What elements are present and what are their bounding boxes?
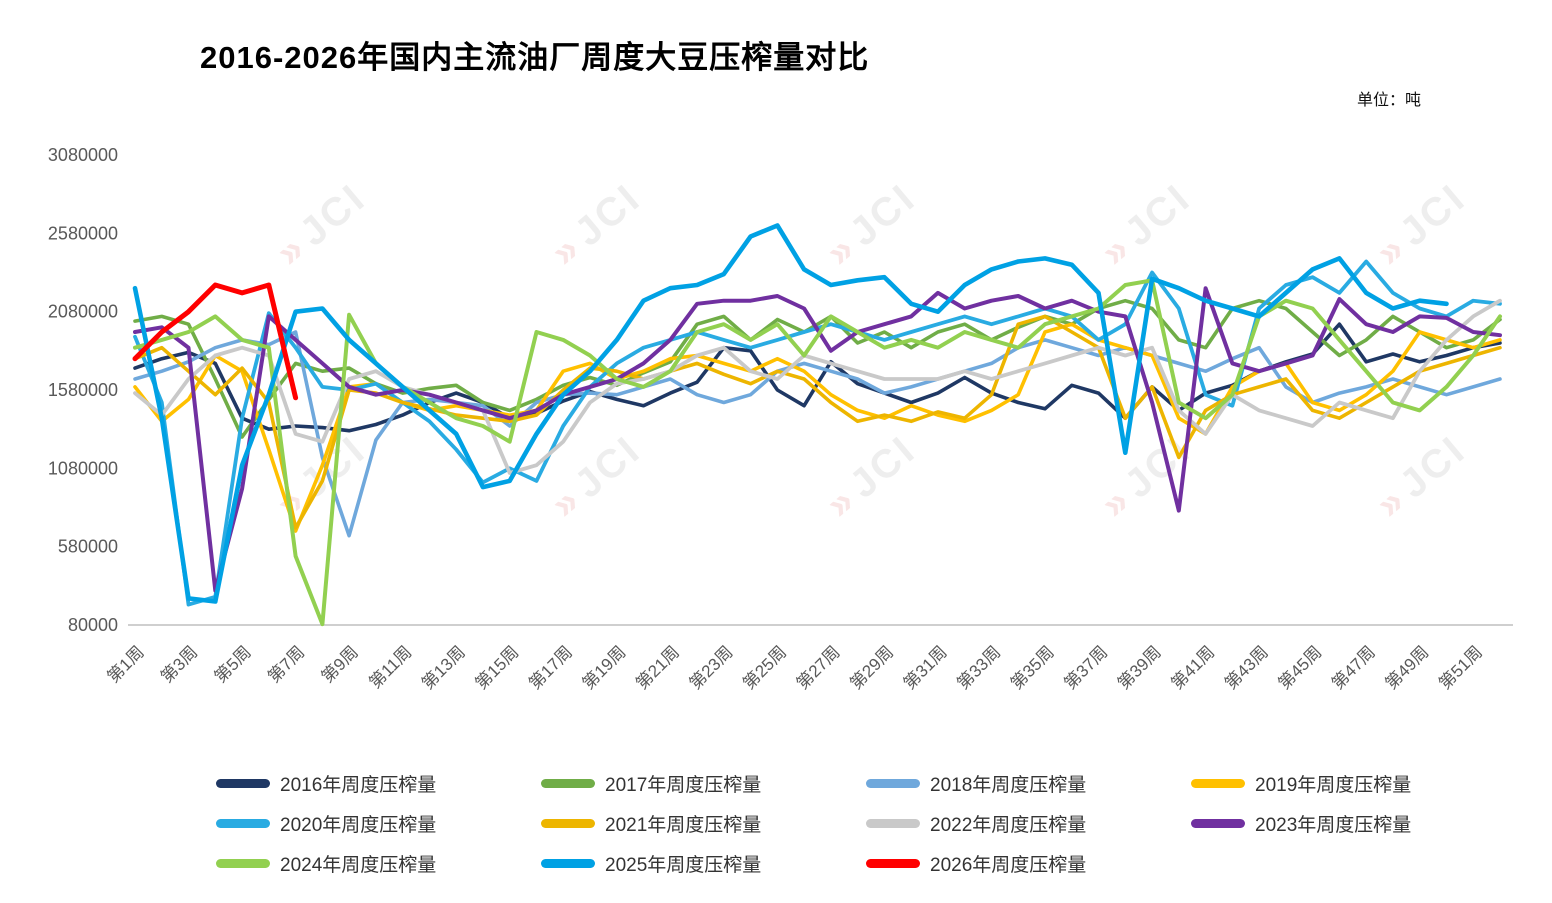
jci-watermark: »JCI bbox=[543, 175, 650, 275]
jci-watermark: »JCI bbox=[1368, 427, 1475, 527]
legend-item-2019年: 2019年周度压榨量 bbox=[1191, 770, 1516, 797]
legend-label: 2017年周度压榨量 bbox=[605, 775, 762, 796]
y-axis-tick-label: 1080000 bbox=[48, 458, 118, 478]
x-axis-tick-label: 第25周 bbox=[739, 642, 790, 693]
legend-swatch bbox=[216, 819, 270, 828]
series-line-2023年 bbox=[133, 286, 1502, 593]
x-axis-tick-label: 第13周 bbox=[418, 642, 469, 693]
x-axis-tick-label: 第1周 bbox=[104, 642, 148, 686]
legend-item-2020年: 2020年周度压榨量 bbox=[216, 810, 541, 837]
x-axis-tick-label: 第39周 bbox=[1114, 642, 1165, 693]
legend-swatch bbox=[541, 779, 595, 788]
x-axis-tick-label: 第15周 bbox=[472, 642, 523, 693]
jci-watermark: »JCI bbox=[543, 427, 650, 527]
svg-text:»JCI: »JCI bbox=[268, 175, 375, 275]
jci-watermark: »JCI bbox=[1368, 175, 1475, 275]
svg-text:»JCI: »JCI bbox=[1368, 175, 1475, 275]
legend-swatch bbox=[1191, 779, 1245, 788]
legend-label: 2022年周度压榨量 bbox=[930, 815, 1087, 836]
x-axis-tick-label: 第31周 bbox=[900, 642, 951, 693]
legend-label: 2026年周度压榨量 bbox=[930, 855, 1087, 876]
series-line-2026年 bbox=[132, 282, 299, 401]
legend-label: 2023年周度压榨量 bbox=[1255, 815, 1412, 836]
y-axis-tick-label: 2080000 bbox=[48, 302, 118, 322]
svg-text:»JCI: »JCI bbox=[818, 427, 925, 527]
x-axis-tick-label: 第9周 bbox=[318, 642, 362, 686]
legend-item-2021年: 2021年周度压榨量 bbox=[541, 810, 866, 837]
jci-watermark: »JCI bbox=[818, 175, 925, 275]
legend-item-2018年: 2018年周度压榨量 bbox=[866, 770, 1191, 797]
x-axis-tick-label: 第33周 bbox=[953, 642, 1004, 693]
legend-label: 2021年周度压榨量 bbox=[605, 815, 762, 836]
x-axis-tick-label: 第17周 bbox=[525, 642, 576, 693]
legend-item-2024年: 2024年周度压榨量 bbox=[216, 850, 541, 877]
legend-swatch bbox=[1191, 819, 1245, 828]
legend-swatch bbox=[866, 819, 920, 828]
x-axis-tick-label: 第11周 bbox=[366, 642, 416, 692]
x-axis-tick-label: 第35周 bbox=[1007, 642, 1058, 693]
x-axis-tick-label: 第51周 bbox=[1435, 642, 1486, 693]
legend-item-2022年: 2022年周度压榨量 bbox=[866, 810, 1191, 837]
x-axis-tick-label: 第23周 bbox=[686, 642, 737, 693]
jci-watermark: »JCI bbox=[818, 427, 925, 527]
x-axis-tick-label: 第29周 bbox=[846, 642, 897, 693]
legend-item-2026年: 2026年周度压榨量 bbox=[866, 850, 1191, 877]
legend-label: 2018年周度压榨量 bbox=[930, 775, 1087, 796]
legend-item-2023年: 2023年周度压榨量 bbox=[1191, 810, 1516, 837]
legend-label: 2016年周度压榨量 bbox=[280, 775, 437, 796]
x-axis-tick-label: 第5周 bbox=[211, 642, 255, 686]
legend-swatch bbox=[216, 779, 270, 788]
x-axis-tick-label: 第47周 bbox=[1328, 642, 1379, 693]
svg-text:»JCI: »JCI bbox=[1093, 175, 1200, 275]
line-chart-canvas: »JCI »JCI »JCI »JCI »JCI»JCI »JCI »JCI »JCI »JCI… bbox=[48, 145, 1513, 693]
legend-swatch bbox=[216, 859, 270, 868]
unit-label: 单位：吨 bbox=[1357, 92, 1422, 109]
legend-swatch bbox=[541, 859, 595, 868]
legend-label: 2020年周度压榨量 bbox=[280, 815, 437, 836]
legend-label: 2024年周度压榨量 bbox=[280, 855, 437, 876]
series-line-2022年 bbox=[133, 298, 1502, 475]
legend-item-2017年: 2017年周度压榨量 bbox=[541, 770, 866, 797]
series-line-2025年 bbox=[132, 223, 1449, 604]
x-axis-tick-label: 第41周 bbox=[1168, 642, 1219, 693]
x-axis-tick-label: 第43周 bbox=[1221, 642, 1272, 693]
legend-swatch bbox=[866, 779, 920, 788]
series-line-2024年 bbox=[133, 278, 1502, 627]
y-axis-tick-label: 2580000 bbox=[48, 223, 118, 243]
x-axis-tick-label: 第19周 bbox=[579, 642, 630, 693]
svg-text:»JCI: »JCI bbox=[818, 175, 925, 275]
legend-label: 2019年周度压榨量 bbox=[1255, 775, 1412, 796]
chart-title: 2016-2026年国内主流油厂周度大豆压榨量对比 bbox=[200, 40, 870, 75]
legend-item-2025年: 2025年周度压榨量 bbox=[541, 850, 866, 877]
x-axis-tick-label: 第49周 bbox=[1382, 642, 1433, 693]
x-axis-tick-label: 第37周 bbox=[1061, 642, 1112, 693]
y-axis-tick-label: 580000 bbox=[58, 537, 118, 557]
y-axis-tick-label: 1580000 bbox=[48, 380, 118, 400]
x-axis-tick-label: 第45周 bbox=[1275, 642, 1326, 693]
x-axis-tick-label: 第27周 bbox=[793, 642, 844, 693]
legend-label: 2025年周度压榨量 bbox=[605, 855, 762, 876]
legend-swatch bbox=[541, 819, 595, 828]
y-axis-tick-label: 80000 bbox=[68, 615, 118, 635]
x-axis-tick-label: 第7周 bbox=[264, 642, 308, 686]
x-axis-tick-label: 第3周 bbox=[157, 642, 201, 686]
x-axis-tick-label: 第21周 bbox=[632, 642, 683, 693]
svg-text:»JCI: »JCI bbox=[1368, 427, 1475, 527]
svg-text:»JCI: »JCI bbox=[543, 427, 650, 527]
svg-text:»JCI: »JCI bbox=[543, 175, 650, 275]
legend-swatch bbox=[866, 859, 920, 868]
y-axis-tick-label: 3080000 bbox=[48, 145, 118, 165]
jci-watermark: »JCI bbox=[1093, 175, 1200, 275]
legend-item-2016年: 2016年周度压榨量 bbox=[216, 770, 541, 797]
chart-legend: 2016年周度压榨量 2017年周度压榨量 2018年周度压榨量 2019年周度压榨量… bbox=[216, 770, 1516, 877]
jci-watermark: »JCI bbox=[268, 175, 375, 275]
